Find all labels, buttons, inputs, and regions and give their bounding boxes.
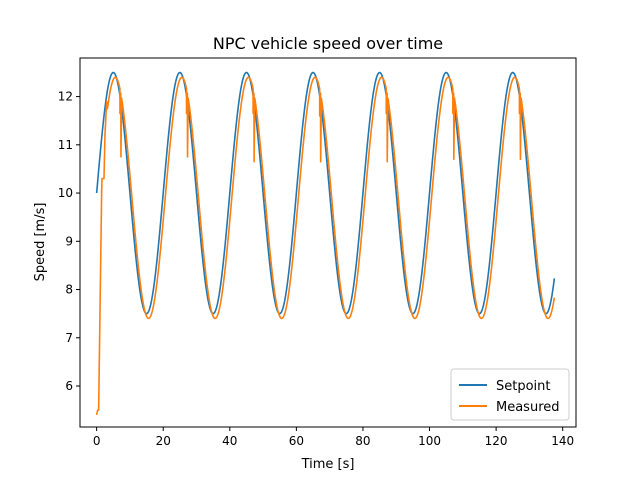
legend-box xyxy=(450,368,570,421)
y-axis-label: Speed [m/s] xyxy=(33,203,48,282)
x-tick-label: 0 xyxy=(93,434,101,448)
x-tick-label: 100 xyxy=(418,434,441,448)
y-tick-label: 8 xyxy=(65,283,73,297)
y-tick-label: 9 xyxy=(65,234,73,248)
y-tick-label: 10 xyxy=(58,186,73,200)
y-axis-ticks: 6 7 8 9 10 11 12 xyxy=(58,90,80,393)
legend-label-measured: Measured xyxy=(496,400,560,415)
x-tick-label: 40 xyxy=(222,434,237,448)
x-axis-label: Time [s] xyxy=(301,457,355,472)
y-tick-label: 11 xyxy=(58,138,73,152)
x-axis-ticks: 0 20 40 60 80 100 120 140 xyxy=(93,427,574,448)
y-tick-label: 12 xyxy=(58,90,73,104)
y-tick-label: 6 xyxy=(65,379,73,393)
y-tick-label: 7 xyxy=(65,331,73,345)
x-tick-label: 60 xyxy=(289,434,304,448)
x-tick-label: 140 xyxy=(551,434,574,448)
series-line-measured xyxy=(95,76,556,416)
x-tick-label: 20 xyxy=(156,434,171,448)
chart-title: NPC vehicle speed over time xyxy=(213,34,443,53)
plot-frame xyxy=(79,57,577,428)
legend: Setpoint Measured xyxy=(450,368,570,421)
plot-lines xyxy=(95,71,556,416)
x-tick-label: 120 xyxy=(485,434,508,448)
x-tick-label: 80 xyxy=(355,434,370,448)
legend-label-setpoint: Setpoint xyxy=(496,379,551,394)
